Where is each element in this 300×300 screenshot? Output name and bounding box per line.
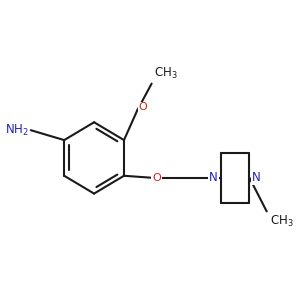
Text: NH$_2$: NH$_2$ xyxy=(5,123,29,138)
Text: O: O xyxy=(138,102,147,112)
Text: O: O xyxy=(153,173,161,183)
Text: N: N xyxy=(252,171,261,184)
Text: N: N xyxy=(209,171,218,184)
Text: CH$_3$: CH$_3$ xyxy=(270,214,293,230)
Text: CH$_3$: CH$_3$ xyxy=(154,65,177,81)
